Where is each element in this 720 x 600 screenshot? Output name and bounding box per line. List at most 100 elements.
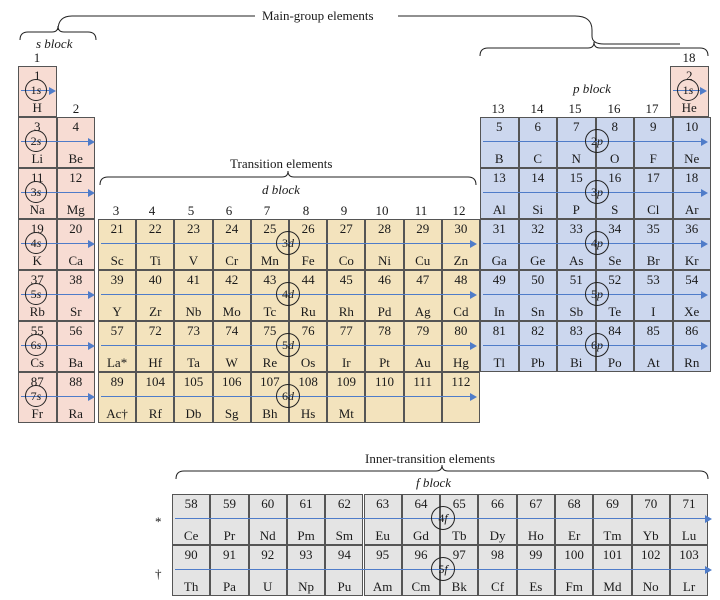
group-number: 1 [33, 50, 41, 65]
element-symbol: Ge [530, 253, 546, 268]
element-symbol: Po [607, 355, 622, 370]
element-cell: 67 Ho [516, 494, 555, 545]
element-cell: 13 Al [480, 168, 519, 219]
element-symbol: Rn [684, 355, 700, 370]
atomic-number: 86 [685, 323, 699, 338]
element-symbol: H [32, 100, 42, 115]
f-block-label: f block [416, 475, 452, 490]
element-cell: 83 Bi [557, 321, 596, 372]
orbital-label: 6d [276, 384, 300, 408]
atomic-number: 95 [376, 547, 390, 562]
atomic-number: 27 [339, 221, 353, 236]
bracket [175, 464, 709, 480]
atomic-number: 33 [569, 221, 583, 236]
element-cell: 95 Am [363, 545, 402, 596]
orbital-label: 3p [585, 180, 609, 204]
element-symbol: Cm [411, 579, 431, 594]
element-symbol: Sb [569, 304, 584, 319]
filling-arrow [21, 136, 95, 148]
atomic-number: 36 [685, 221, 699, 236]
element-symbol: Re [262, 355, 278, 370]
group-number: 8 [302, 203, 310, 218]
orbital-label: 5s [25, 283, 47, 305]
element-symbol: Bh [262, 406, 278, 421]
element-cell: 68 Er [555, 494, 594, 545]
atomic-number: 12 [69, 170, 83, 185]
element-cell: 29 Cu [403, 219, 442, 270]
element-symbol: Tb [452, 528, 467, 543]
lanthanide-mark: * [155, 514, 162, 529]
element-symbol: Cr [225, 253, 239, 268]
element-symbol: Cf [491, 579, 505, 594]
atomic-number: 80 [454, 323, 468, 338]
element-symbol: La* [106, 355, 128, 370]
element-cell: 101 Md [593, 545, 632, 596]
element-symbol: Y [112, 304, 122, 319]
atomic-number: 71 [682, 496, 696, 511]
atomic-number: 106 [221, 374, 242, 389]
element-cell: 86 Rn [672, 321, 711, 372]
orbital-label: 6s [25, 334, 47, 356]
element-symbol: Np [298, 579, 314, 594]
element-cell: 36 Kr [672, 219, 711, 270]
orbital-label: 4s [25, 232, 47, 254]
element-cell: 73 Ta [174, 321, 213, 372]
atomic-number: 82 [531, 323, 545, 338]
atomic-number: 5 [496, 119, 503, 134]
element-symbol: Se [608, 253, 622, 268]
element-cell: 94 Pu [325, 545, 364, 596]
atomic-number: 73 [186, 323, 200, 338]
element-cell: 112 [441, 372, 480, 423]
atomic-number: 58 [184, 496, 198, 511]
group-number: 14 [530, 101, 544, 116]
element-cell: 34 Se [595, 219, 634, 270]
element-symbol: Pb [530, 355, 545, 370]
element-cell: 4 Be [56, 117, 95, 168]
s-block-label: s block [36, 36, 73, 51]
atomic-number: 57 [110, 323, 124, 338]
atomic-number: 74 [225, 323, 239, 338]
element-symbol: Nb [185, 304, 202, 319]
element-cell: 37 Rb [18, 270, 57, 321]
element-symbol: Bk [451, 579, 467, 594]
orbital-label: 7s [25, 385, 47, 407]
element-cell: 103 Lr [669, 545, 709, 596]
atomic-number: 109 [336, 374, 357, 389]
element-symbol: V [188, 253, 199, 268]
atomic-number: 110 [374, 374, 394, 389]
element-symbol: O [610, 151, 620, 166]
element-cell: 50 Sn [518, 270, 557, 321]
element-cell: 28 Ni [365, 219, 404, 270]
element-cell: 108 Hs [289, 372, 328, 423]
element-cell: 35 Br [634, 219, 673, 270]
element-symbol: Nd [259, 528, 276, 543]
group-number: 13 [491, 101, 505, 116]
atomic-number: 20 [69, 221, 83, 236]
atomic-number: 107 [260, 374, 280, 389]
atomic-number: 34 [608, 221, 622, 236]
element-cell: 98 Cf [478, 545, 517, 596]
atomic-number: 32 [531, 221, 545, 236]
group-number: 3 [112, 203, 120, 218]
atomic-number: 3 [34, 119, 41, 134]
orbital-label: 5f [431, 557, 455, 581]
element-symbol: Db [185, 406, 202, 421]
atomic-number: 8 [611, 119, 619, 134]
element-symbol: I [651, 304, 656, 319]
element-cell: 105 Db [174, 372, 213, 423]
atomic-number: 1 [34, 68, 41, 83]
element-symbol: Pt [379, 355, 390, 370]
element-symbol: Co [338, 253, 354, 268]
bracket [99, 170, 477, 186]
element-symbol: Ba [68, 355, 83, 370]
element-symbol: Te [608, 304, 622, 319]
atomic-number: 75 [263, 323, 277, 338]
element-symbol: Be [68, 151, 83, 166]
element-cell: 32 Ge [518, 219, 557, 270]
group-number: 6 [225, 203, 233, 218]
bracket [479, 41, 709, 57]
element-cell: 81 Tl [480, 321, 519, 372]
atomic-number: 98 [491, 547, 505, 562]
